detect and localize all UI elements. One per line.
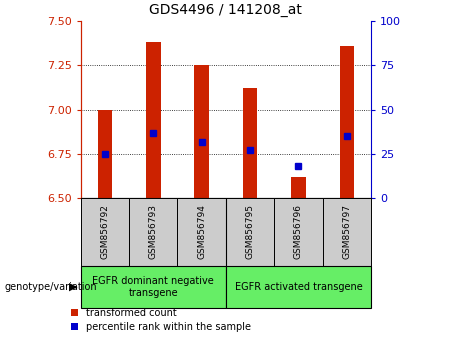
Bar — [226, 266, 371, 308]
Bar — [340, 46, 354, 198]
Bar — [81, 198, 129, 266]
Bar — [226, 198, 274, 266]
Bar — [323, 198, 371, 266]
Text: EGFR dominant negative
transgene: EGFR dominant negative transgene — [92, 275, 214, 298]
Text: EGFR activated transgene: EGFR activated transgene — [235, 282, 362, 292]
Bar — [195, 65, 209, 198]
Text: GSM856795: GSM856795 — [246, 204, 254, 259]
Title: GDS4496 / 141208_at: GDS4496 / 141208_at — [149, 4, 302, 17]
Bar — [98, 110, 112, 198]
Bar — [274, 198, 323, 266]
Text: ▶: ▶ — [69, 282, 77, 292]
Bar — [146, 42, 160, 198]
Bar — [177, 198, 226, 266]
Text: GSM856793: GSM856793 — [149, 204, 158, 259]
Bar — [129, 198, 177, 266]
Text: GSM856792: GSM856792 — [100, 204, 109, 259]
Bar — [81, 266, 226, 308]
Text: GSM856797: GSM856797 — [343, 204, 351, 259]
Text: GSM856794: GSM856794 — [197, 204, 206, 259]
Text: genotype/variation: genotype/variation — [5, 282, 97, 292]
Bar — [243, 88, 257, 198]
Legend: transformed count, percentile rank within the sample: transformed count, percentile rank withi… — [71, 308, 251, 332]
Text: GSM856796: GSM856796 — [294, 204, 303, 259]
Bar — [291, 177, 306, 198]
